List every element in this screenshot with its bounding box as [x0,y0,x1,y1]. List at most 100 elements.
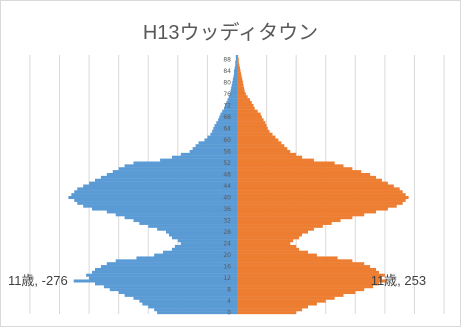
bar-left-age-6 [124,293,237,297]
bar-left-age-11 [73,279,237,283]
bar-left-age-19 [136,256,237,260]
y-tick-label: 72 [223,102,231,109]
bar-left-age-5 [133,296,237,300]
y-tick-label: 68 [223,114,231,121]
bar-right-age-41 [237,193,406,197]
bar-right-age-5 [237,296,335,300]
bar-right-age-27 [237,233,303,237]
bar-left-age-13 [86,273,238,277]
bar-right-age-29 [237,227,314,231]
bar-right-age-14 [237,270,379,274]
bar-right-age-46 [237,178,382,182]
bar-left-age-69 [220,112,237,116]
y-tick-label: 44 [223,183,231,190]
bar-right-age-74 [237,98,251,102]
y-tick-label: 80 [223,79,231,86]
bar-left-age-63 [212,129,237,133]
bar-left-age-46 [95,178,237,182]
bar-right-age-55 [237,152,297,156]
bar-right-age-49 [237,170,362,174]
y-tick-label: 88 [223,56,231,63]
bar-right-age-17 [237,262,365,266]
bar-left-age-87 [235,60,237,64]
y-tick-label: 36 [223,206,231,213]
bar-right-age-50 [237,167,353,171]
bar-right-age-76 [237,92,246,96]
bar-left-age-76 [229,92,237,96]
bar-left-age-12 [89,276,237,280]
bar-right-age-44 [237,184,394,188]
y-tick-label: 84 [223,68,231,75]
chart-title: H13ウッディタウン [142,22,319,44]
bar-right-age-79 [237,83,244,87]
bar-right-age-35 [237,210,377,214]
bar-left-age-17 [106,262,237,266]
bar-left-age-78 [231,86,237,90]
bar-right-age-57 [237,147,288,151]
bar-left-age-45 [89,181,237,185]
bar-left-age-1 [154,308,237,312]
bar-left-age-24 [180,242,237,246]
bar-right-age-18 [237,259,353,263]
bar-left-age-22 [171,247,237,251]
bar-left-age-23 [174,244,238,248]
bar-right-age-64 [237,126,268,130]
bar-left-age-26 [171,236,237,240]
bar-right-age-22 [237,247,300,251]
bar-right-age-52 [237,161,335,165]
bar-left-age-20 [154,253,237,257]
bar-left-age-40 [68,196,238,200]
y-tick-label: 28 [223,229,231,236]
bar-left-age-14 [92,270,237,274]
bar-left-age-68 [219,115,237,119]
bar-left-age-18 [115,259,237,263]
bar-left-age-55 [180,152,237,156]
bar-right-age-87 [237,60,239,64]
bar-left-age-32 [133,219,237,223]
y-tick-label: 0 [227,310,231,317]
bar-right-age-56 [237,149,291,153]
bar-right-age-3 [237,302,317,306]
bar-left-age-4 [139,299,238,303]
bar-left-age-29 [157,227,238,231]
bar-left-age-2 [148,305,237,309]
bar-right-age-68 [237,115,262,119]
bar-right-age-13 [237,273,385,277]
bar-right-age-9 [237,285,374,289]
y-tick-label: 52 [223,160,231,167]
bar-left-age-85 [234,66,237,70]
bar-right-age-67 [237,118,264,122]
bar-left-age-8 [109,288,237,292]
bar-left-age-25 [177,239,237,243]
bar-right-age-39 [237,198,406,202]
bar-right-age-54 [237,155,303,159]
bar-right-age-71 [237,106,255,110]
bar-left-age-57 [192,147,238,151]
bar-right-age-26 [237,236,300,240]
bar-left-age-21 [163,250,237,254]
bar-right-age-62 [237,132,273,136]
bar-right-age-30 [237,224,323,228]
bar-right-age-75 [237,95,248,99]
bar-left-age-31 [139,221,238,225]
bar-right-age-33 [237,216,353,220]
bar-left-age-82 [233,75,237,79]
bar-left-age-48 [106,172,237,177]
y-tick-label: 16 [223,264,231,271]
bar-left-age-34 [115,213,237,217]
y-tick-label: 4 [227,298,231,305]
bar-left-age-72 [225,103,237,107]
bar-left-age-52 [133,161,237,165]
bar-right-age-40 [237,196,409,200]
bar-right-age-16 [237,265,371,269]
bar-right-age-48 [237,172,371,177]
bar-left-age-38 [77,201,237,205]
bar-right-age-6 [237,293,344,297]
bar-right-age-88 [237,57,239,61]
bar-right-age-73 [237,101,252,105]
bar-left-age-15 [95,267,237,271]
bar-left-age-35 [106,210,237,214]
bar-left-age-51 [124,164,237,168]
bar-right-age-2 [237,305,308,309]
